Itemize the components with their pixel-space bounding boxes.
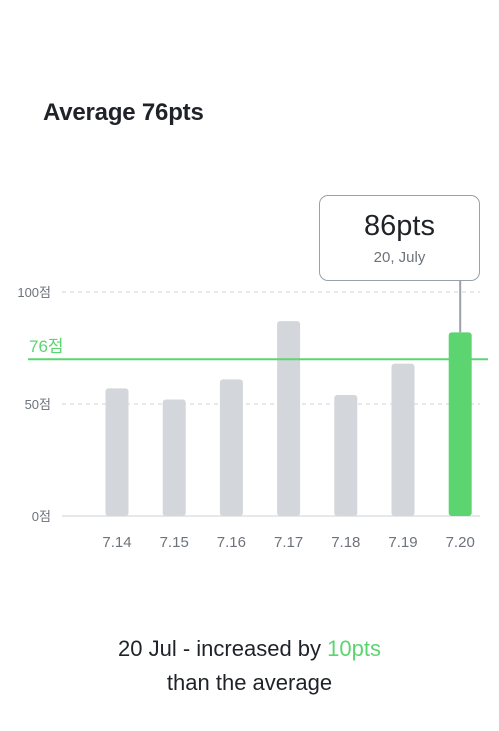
value-tooltip: 86pts 20, July [319, 195, 480, 281]
bar-highlighted [448, 332, 472, 516]
tooltip-date: 20, July [373, 249, 426, 266]
summary-line-2: than the average [166, 670, 333, 695]
x-tick-label: 7.20 [446, 534, 475, 551]
summary-highlight: 10pts [327, 636, 381, 661]
y-tick-label: 100점 [17, 285, 51, 300]
x-tick-label: 7.16 [217, 534, 246, 551]
x-tick-label: 7.15 [160, 534, 189, 551]
tooltip-value: 86pts [364, 210, 435, 242]
bar [391, 363, 415, 516]
y-tick-label: 50점 [25, 397, 51, 412]
x-tick-label: 7.19 [388, 534, 417, 551]
bar [277, 321, 301, 516]
bar [105, 388, 129, 516]
x-tick-label: 7.18 [331, 534, 360, 551]
bar-chart: 100점 50점 0점 7.14 7.15 7.16 7.17 7.18 7.19 7.20 76점 [17, 281, 488, 551]
summary-prefix: 20 Jul - increased by [118, 636, 328, 661]
y-tick-label: 0점 [32, 509, 51, 524]
x-tick-label: 7.17 [274, 534, 303, 551]
x-tick-label: 7.14 [102, 534, 131, 551]
bar [219, 379, 243, 516]
bar [334, 395, 358, 516]
average-label: 76점 [29, 337, 64, 356]
summary-line-1: 20 Jul - increased by 10pts [0, 632, 499, 666]
summary-text: 20 Jul - increased by 10pts than the ave… [0, 632, 499, 700]
chart-title: Average 76pts [43, 99, 204, 126]
bar [162, 399, 186, 516]
